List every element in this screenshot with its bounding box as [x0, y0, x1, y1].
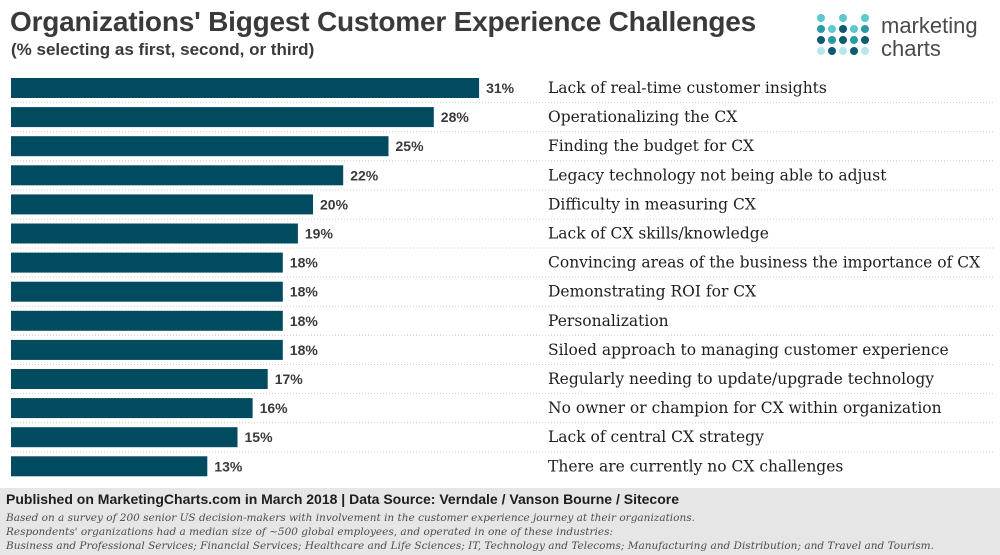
logo-dot — [839, 14, 847, 22]
bar-value-label: 31% — [486, 80, 515, 96]
category-label: Lack of central CX strategy — [548, 428, 764, 446]
footer-note-3: Business and Professional Services; Fina… — [6, 540, 934, 552]
bar — [11, 310, 283, 331]
footer: Published on MarketingCharts.com in Marc… — [0, 488, 1000, 555]
category-label: Siloed approach to managing customer exp… — [548, 341, 949, 359]
marketingcharts-logo: marketing charts — [815, 12, 995, 62]
category-label: Operationalizing the CX — [548, 108, 737, 126]
logo-dot — [817, 47, 825, 55]
logo-dot — [850, 36, 858, 44]
logo-dot — [817, 25, 825, 33]
logo-dot — [861, 14, 869, 22]
bar — [11, 78, 480, 98]
footer-source: Published on MarketingCharts.com in Marc… — [6, 491, 679, 507]
logo-text-line2: charts — [881, 36, 941, 61]
bar-value-label: 18% — [290, 342, 319, 358]
bar-value-label: 18% — [290, 284, 319, 300]
bar-value-label: 18% — [290, 255, 319, 271]
bar — [11, 281, 283, 302]
bar — [11, 339, 283, 360]
category-label: There are currently no CX challenges — [548, 457, 843, 475]
bar — [11, 456, 208, 477]
bar — [11, 369, 268, 389]
bar — [11, 252, 283, 273]
bar-chart: 31% Lack of real-time customer insights 28… — [11, 78, 995, 477]
logo-dot — [839, 25, 847, 33]
logo-dot — [828, 36, 836, 44]
bar-value-label: 28% — [441, 109, 470, 125]
footer-note-2: Respondents' organizations had a median … — [6, 526, 613, 538]
category-label: Demonstrating ROI for CX — [548, 283, 756, 301]
bar-value-label: 16% — [260, 400, 289, 416]
logo-dot — [850, 47, 858, 55]
bar — [11, 107, 434, 128]
logo-dots-icon — [817, 14, 869, 55]
category-label: Lack of CX skills/knowledge — [548, 225, 769, 243]
bar-value-label: 17% — [275, 371, 304, 387]
bar-value-label: 20% — [320, 196, 349, 212]
logo-dot — [861, 36, 869, 44]
category-label: Regularly needing to update/upgrade tech… — [548, 370, 934, 388]
logo-dot — [817, 14, 825, 22]
bar-value-label: 22% — [350, 167, 379, 183]
bar — [11, 136, 389, 157]
category-label: Difficulty in measuring CX — [548, 195, 756, 213]
bar — [11, 194, 313, 215]
chart-title: Organizations' Biggest Customer Experien… — [10, 6, 757, 37]
category-label: Lack of real-time customer insights — [548, 79, 827, 97]
bar — [11, 165, 344, 186]
bars-layer: 31% Lack of real-time customer insights 28… — [11, 78, 995, 477]
bar-value-label: 19% — [305, 226, 334, 242]
category-label: No owner or champion for CX within organ… — [548, 399, 942, 417]
logo-dot — [861, 47, 869, 55]
bar-value-label: 18% — [290, 313, 319, 329]
logo-dot — [839, 47, 847, 55]
footer-note-1: Based on a survey of 200 senior US decis… — [6, 512, 695, 524]
bar — [11, 398, 253, 419]
logo-text-line1: marketing — [881, 13, 978, 38]
logo-dot — [839, 36, 847, 44]
logo-dot — [817, 36, 825, 44]
category-label: Personalization — [548, 312, 669, 330]
logo-dot — [828, 47, 836, 55]
category-label: Convincing areas of the business the imp… — [548, 254, 980, 272]
bar-value-label: 13% — [214, 458, 243, 474]
logo-dot — [828, 25, 836, 33]
logo-dot — [861, 25, 869, 33]
bar-value-label: 15% — [245, 429, 274, 445]
bar — [11, 223, 298, 244]
chart-subtitle: (% selecting as first, second, or third) — [11, 40, 315, 59]
category-label: Finding the budget for CX — [548, 137, 754, 155]
category-label: Legacy technology not being able to adju… — [548, 166, 887, 184]
bar-value-label: 25% — [396, 138, 425, 154]
logo-dot — [850, 25, 858, 33]
bar — [11, 427, 238, 448]
